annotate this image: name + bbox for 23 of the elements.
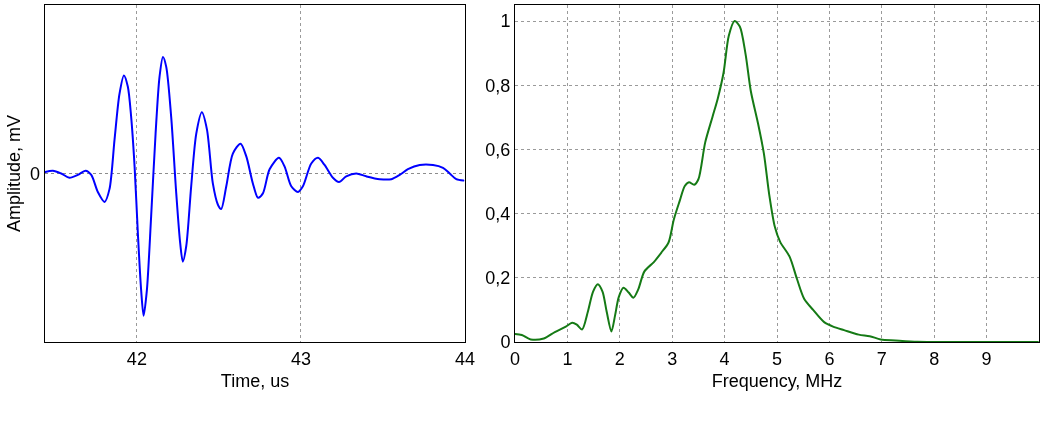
y-tick-label: 0,4 [485, 203, 511, 224]
x-tick-label: 2 [614, 348, 625, 369]
x-tick-label: 44 [454, 348, 476, 369]
line-series [515, 20, 1039, 342]
y-tick-label: 0 [500, 332, 511, 353]
ref-line-label: 0 [30, 164, 41, 184]
x-tick-label: 9 [981, 348, 992, 369]
y-tick-label: 0,8 [485, 75, 511, 96]
x-tick-label: 1 [562, 348, 573, 369]
x-tick-label: 4 [719, 348, 730, 369]
x-tick-label: 5 [771, 348, 783, 369]
x-tick-label: 8 [929, 348, 940, 369]
x-tick-label: 42 [126, 348, 147, 369]
y-tick-label: 0,6 [485, 139, 511, 160]
x-tick-label: 3 [667, 348, 678, 369]
y-tick-label: 1 [500, 11, 511, 32]
y-axis-title: Amplitude, mV [4, 114, 25, 233]
x-axis-title: Time, us [220, 370, 290, 391]
x-tick-label: 7 [876, 348, 887, 369]
x-tick-label: 43 [290, 348, 311, 369]
y-tick-label: 0,2 [485, 268, 511, 289]
x-axis-title: Frequency, MHz [711, 370, 843, 391]
x-tick-label: 6 [824, 348, 835, 369]
